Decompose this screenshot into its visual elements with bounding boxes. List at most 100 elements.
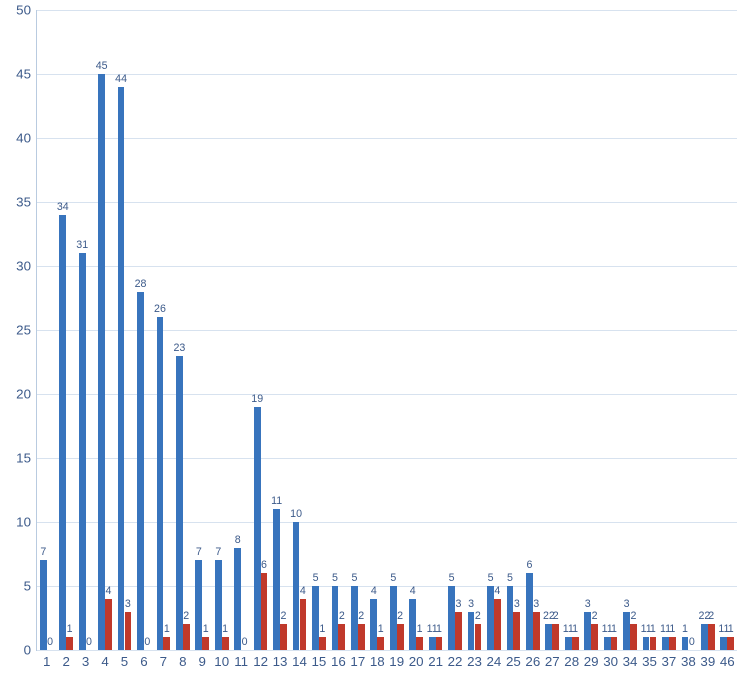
bar [643,637,650,650]
data-label: 26 [154,303,166,315]
x-tick-label: 17 [350,654,365,669]
data-label: 5 [332,572,338,584]
bar [280,624,287,650]
x-tick-label: 19 [389,654,404,669]
data-label: 3 [533,598,539,610]
bar [448,586,455,650]
bar [552,624,559,650]
bar [125,612,132,650]
bar [701,624,708,650]
bar [215,560,222,650]
data-label: 4 [371,585,377,597]
data-label: 2 [708,610,714,622]
data-label: 1 [319,623,325,635]
y-tick-label: 0 [24,643,31,658]
bar [708,624,715,650]
data-label: 3 [125,598,131,610]
bar [429,637,436,650]
bar [105,599,112,650]
x-tick-label: 9 [199,654,206,669]
data-label: 5 [488,572,494,584]
bar [623,612,630,650]
bar [66,637,73,650]
bar [436,637,443,650]
bar [584,612,591,650]
x-tick-label: 28 [564,654,579,669]
gridline [37,202,737,203]
data-label: 1 [682,623,688,635]
bar [358,624,365,650]
bar [545,624,552,650]
data-label: 3 [468,598,474,610]
data-label: 2 [183,610,189,622]
data-label: 1 [436,623,442,635]
data-label: 8 [235,534,241,546]
data-label: 4 [494,585,500,597]
x-tick-label: 18 [370,654,385,669]
bar [416,637,423,650]
data-label: 1 [164,623,170,635]
data-label: 6 [261,559,267,571]
data-label: 4 [105,585,111,597]
bar [351,586,358,650]
bar [650,637,657,650]
data-label: 5 [351,572,357,584]
bar [157,317,164,650]
data-label: 5 [449,572,455,584]
data-label: 3 [585,598,591,610]
data-label: 3 [624,598,630,610]
x-tick-label: 22 [448,654,463,669]
data-label: 0 [47,636,53,648]
gridline [37,266,737,267]
data-label: 34 [57,201,69,213]
y-tick-label: 15 [16,451,31,466]
bar [475,624,482,650]
data-label: 1 [378,623,384,635]
bar [176,356,183,650]
data-label: 3 [455,598,461,610]
bar [254,407,261,650]
bar [300,599,307,650]
bar [630,624,637,650]
bar [662,637,669,650]
data-label: 5 [390,572,396,584]
bar [377,637,384,650]
y-tick-label: 35 [16,195,31,210]
bar [526,573,533,650]
data-label: 2 [358,610,364,622]
bar [604,637,611,650]
x-tick-label: 34 [623,654,638,669]
bar [202,637,209,650]
bar [572,637,579,650]
x-tick-label: 1 [43,654,50,669]
plot-area: 0510152025303540455017023413310445454436… [36,10,737,651]
bar [163,637,170,650]
bar [118,87,125,650]
x-tick-label: 15 [312,654,327,669]
data-label: 2 [630,610,636,622]
bar [338,624,345,650]
bar [507,586,514,650]
x-tick-label: 29 [584,654,599,669]
gridline [37,74,737,75]
data-label: 2 [553,610,559,622]
data-label: 1 [728,623,734,635]
bar [234,548,241,650]
data-label: 28 [135,278,147,290]
x-tick-label: 24 [487,654,502,669]
data-label: 23 [173,342,185,354]
x-tick-label: 38 [681,654,696,669]
bar [455,612,462,650]
x-tick-label: 39 [700,654,715,669]
data-label: 2 [339,610,345,622]
bar [682,637,689,650]
bar [183,624,190,650]
data-label: 11 [271,495,282,507]
x-tick-label: 3 [82,654,89,669]
bar [319,637,326,650]
data-label: 5 [313,572,319,584]
bar [611,637,618,650]
bar [293,522,300,650]
y-tick-label: 10 [16,515,31,530]
x-tick-label: 26 [525,654,540,669]
